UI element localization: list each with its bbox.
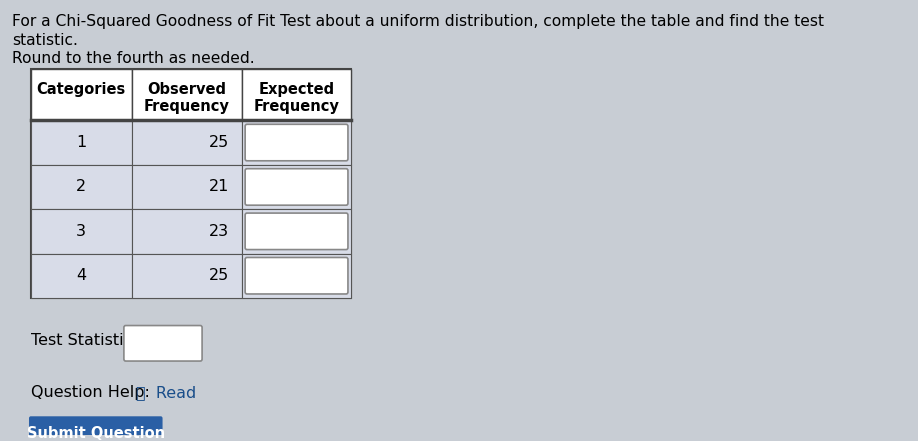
Text: 23: 23 [209, 224, 230, 239]
FancyBboxPatch shape [245, 169, 348, 205]
Text: Round to the fourth as needed.: Round to the fourth as needed. [12, 51, 255, 66]
Text: Expected: Expected [259, 82, 334, 97]
Text: ⎙  Read: ⎙ Read [136, 385, 196, 400]
Bar [30, 69, 132, 120]
Text: 21: 21 [209, 179, 230, 194]
Text: Frequency: Frequency [144, 99, 230, 114]
Bar [241, 254, 352, 298]
Text: 3: 3 [76, 224, 86, 239]
FancyBboxPatch shape [245, 258, 348, 294]
Bar [132, 120, 241, 165]
Bar [241, 69, 352, 120]
Bar [30, 69, 352, 298]
Text: Categories: Categories [37, 82, 126, 97]
Bar [132, 254, 241, 298]
Bar [30, 254, 132, 298]
Bar [30, 120, 132, 165]
Bar [132, 69, 241, 120]
FancyBboxPatch shape [124, 325, 202, 361]
Text: statistic.: statistic. [12, 33, 78, 48]
Bar [241, 120, 352, 165]
Text: Frequency: Frequency [253, 99, 340, 114]
FancyBboxPatch shape [245, 124, 348, 161]
Text: 4: 4 [76, 268, 86, 283]
Bar [241, 165, 352, 209]
Text: Question Help:: Question Help: [30, 385, 150, 400]
Text: 25: 25 [209, 268, 230, 283]
Text: Submit Question: Submit Question [27, 426, 165, 441]
Bar [241, 209, 352, 254]
Text: 1: 1 [76, 135, 86, 150]
Bar [132, 165, 241, 209]
Text: For a Chi-Squared Goodness of Fit Test about a uniform distribution, complete th: For a Chi-Squared Goodness of Fit Test a… [12, 14, 824, 29]
Bar [30, 209, 132, 254]
FancyBboxPatch shape [245, 213, 348, 250]
Text: Test Statistic:: Test Statistic: [30, 333, 138, 348]
FancyBboxPatch shape [29, 416, 162, 441]
Bar [132, 209, 241, 254]
Text: Observed: Observed [147, 82, 226, 97]
Text: 2: 2 [76, 179, 86, 194]
Bar [30, 165, 132, 209]
Text: 25: 25 [209, 135, 230, 150]
